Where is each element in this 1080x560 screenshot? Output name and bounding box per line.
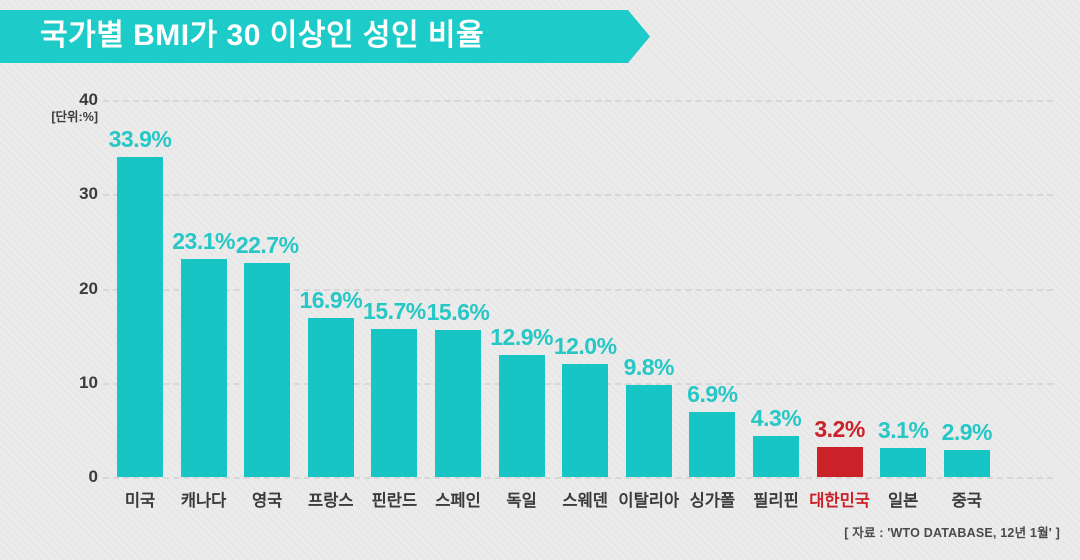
y-tick-label: 10 <box>79 372 98 392</box>
bar <box>689 411 736 477</box>
bar <box>816 446 863 477</box>
gridline <box>103 194 1053 197</box>
source-note: [ 자료 : 'WTO DATABASE, 12년 1월' ] <box>844 526 1060 540</box>
bar <box>943 449 990 477</box>
bar-value-label: 23.1% <box>172 228 235 255</box>
bar <box>371 329 418 477</box>
bar-value-label: 4.3% <box>750 405 802 432</box>
bar-value-label: 2.9% <box>941 418 993 445</box>
bar-value-label: 15.7% <box>363 298 426 325</box>
bar-category-label: 대한민국 <box>809 492 870 510</box>
y-tick-label: 30 <box>79 184 98 204</box>
bar-value-label: 3.1% <box>877 416 929 443</box>
bar-value-label: 12.9% <box>490 324 553 351</box>
bar <box>117 157 163 477</box>
bar <box>880 447 927 477</box>
bar-category-label: 프랑스 <box>308 492 354 510</box>
axis-unit-label: [단위:%] <box>51 110 98 124</box>
bar-category-label: 일본 <box>888 492 919 510</box>
bar-value-label: 12.0% <box>553 332 617 359</box>
gridline <box>103 100 1053 102</box>
bar-value-label: 22.7% <box>235 232 299 259</box>
bar-category-label: 스페인 <box>435 492 481 510</box>
bar <box>562 363 609 477</box>
bar-value-label: 33.9% <box>108 126 172 153</box>
bar-value-label: 3.2% <box>814 415 865 442</box>
bar-category-label: 중국 <box>951 492 982 510</box>
gridline <box>103 477 1053 479</box>
bar-category-label: 미국 <box>124 492 156 510</box>
bar-category-label: 이탈리아 <box>618 492 680 510</box>
y-tick-label: 0 <box>88 467 98 486</box>
bar-value-label: 16.9% <box>299 286 363 313</box>
bar-category-label: 싱가폴 <box>689 492 736 510</box>
y-tick-label: 20 <box>79 278 98 298</box>
bar <box>244 263 291 477</box>
bar <box>753 436 799 477</box>
bar-category-label: 독일 <box>506 492 537 510</box>
bar <box>625 384 672 477</box>
bar-category-label: 캐나다 <box>180 492 227 510</box>
bar-value-label: 9.8% <box>623 353 675 380</box>
title-banner: 국가별 BMI가 30 이상인 성인 비율 <box>0 10 650 63</box>
bar <box>307 317 354 477</box>
bar <box>180 259 227 477</box>
bar-category-label: 스웨덴 <box>562 492 608 510</box>
bar-value-label: 6.9% <box>687 380 738 407</box>
bar-category-label: 영국 <box>252 492 283 510</box>
bar-category-label: 핀란드 <box>371 492 418 510</box>
bar-category-label: 필리핀 <box>753 492 799 510</box>
bar-value-label: 15.6% <box>426 298 490 325</box>
y-tick-label: 40 <box>79 90 98 109</box>
chart-title: 국가별 BMI가 30 이상인 성인 비율 <box>40 19 485 52</box>
bar <box>498 355 545 477</box>
bar <box>435 329 481 477</box>
gridline <box>103 288 1053 291</box>
